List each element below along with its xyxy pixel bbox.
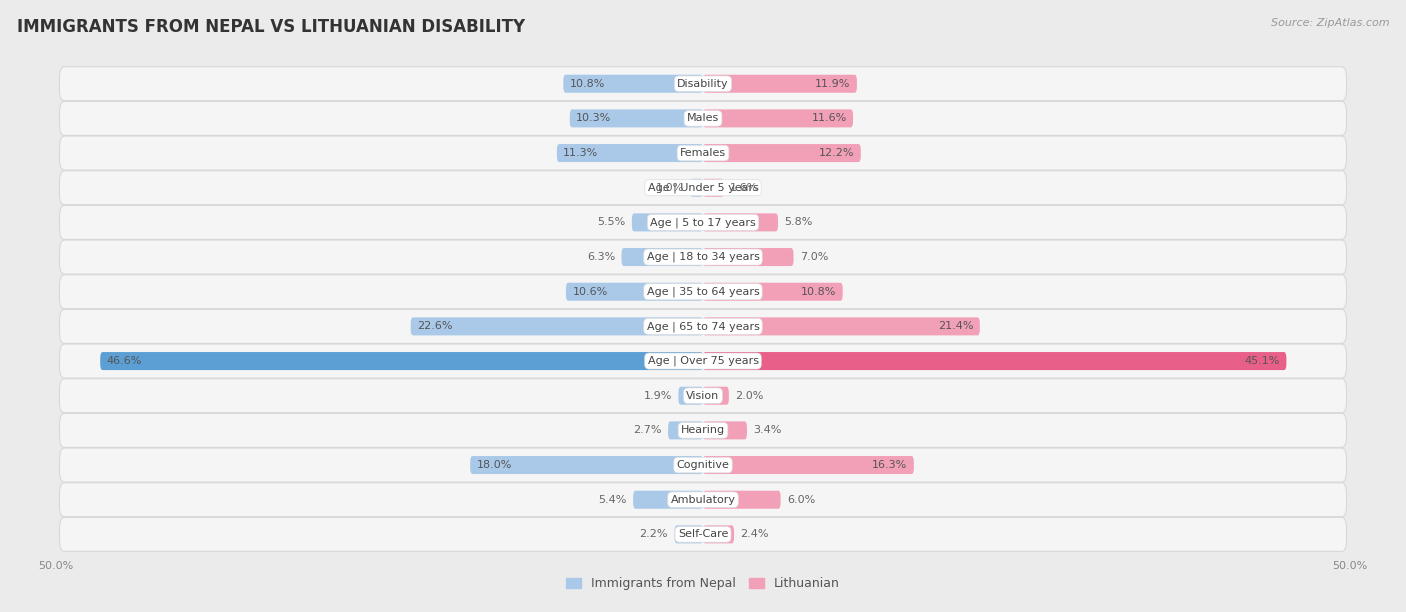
FancyBboxPatch shape <box>59 379 1347 412</box>
Text: 6.3%: 6.3% <box>586 252 614 262</box>
FancyBboxPatch shape <box>703 214 778 231</box>
Text: Hearing: Hearing <box>681 425 725 435</box>
FancyBboxPatch shape <box>59 136 1347 170</box>
FancyBboxPatch shape <box>557 144 703 162</box>
Text: 5.8%: 5.8% <box>785 217 813 228</box>
Text: 18.0%: 18.0% <box>477 460 512 470</box>
Text: 12.2%: 12.2% <box>818 148 855 158</box>
Text: 21.4%: 21.4% <box>938 321 973 331</box>
FancyBboxPatch shape <box>690 179 703 196</box>
Legend: Immigrants from Nepal, Lithuanian: Immigrants from Nepal, Lithuanian <box>561 572 845 595</box>
FancyBboxPatch shape <box>100 352 703 370</box>
FancyBboxPatch shape <box>411 318 703 335</box>
FancyBboxPatch shape <box>59 275 1347 308</box>
Text: Source: ZipAtlas.com: Source: ZipAtlas.com <box>1271 18 1389 28</box>
Text: Age | Over 75 years: Age | Over 75 years <box>648 356 758 367</box>
FancyBboxPatch shape <box>703 283 842 300</box>
Text: 1.6%: 1.6% <box>730 183 758 193</box>
Text: 11.6%: 11.6% <box>811 113 846 124</box>
FancyBboxPatch shape <box>679 387 703 405</box>
FancyBboxPatch shape <box>59 483 1347 517</box>
Text: Vision: Vision <box>686 390 720 401</box>
FancyBboxPatch shape <box>703 387 728 405</box>
Text: Disability: Disability <box>678 79 728 89</box>
FancyBboxPatch shape <box>633 491 703 509</box>
Text: 11.3%: 11.3% <box>564 148 599 158</box>
Text: Age | Under 5 years: Age | Under 5 years <box>648 182 758 193</box>
Text: 3.4%: 3.4% <box>754 425 782 435</box>
FancyBboxPatch shape <box>59 413 1347 447</box>
FancyBboxPatch shape <box>703 352 1286 370</box>
Text: 2.0%: 2.0% <box>735 390 763 401</box>
Text: Males: Males <box>688 113 718 124</box>
FancyBboxPatch shape <box>59 171 1347 205</box>
FancyBboxPatch shape <box>703 525 734 543</box>
FancyBboxPatch shape <box>59 344 1347 378</box>
FancyBboxPatch shape <box>59 240 1347 274</box>
FancyBboxPatch shape <box>703 318 980 335</box>
Text: 6.0%: 6.0% <box>787 494 815 505</box>
Text: IMMIGRANTS FROM NEPAL VS LITHUANIAN DISABILITY: IMMIGRANTS FROM NEPAL VS LITHUANIAN DISA… <box>17 18 524 36</box>
FancyBboxPatch shape <box>703 144 860 162</box>
FancyBboxPatch shape <box>703 456 914 474</box>
Text: 1.0%: 1.0% <box>655 183 683 193</box>
Text: 5.5%: 5.5% <box>598 217 626 228</box>
FancyBboxPatch shape <box>703 179 724 196</box>
FancyBboxPatch shape <box>703 248 793 266</box>
FancyBboxPatch shape <box>59 448 1347 482</box>
Text: Ambulatory: Ambulatory <box>671 494 735 505</box>
Text: Age | 18 to 34 years: Age | 18 to 34 years <box>647 252 759 263</box>
FancyBboxPatch shape <box>621 248 703 266</box>
FancyBboxPatch shape <box>703 422 747 439</box>
Text: 2.2%: 2.2% <box>640 529 668 539</box>
FancyBboxPatch shape <box>470 456 703 474</box>
Text: 10.8%: 10.8% <box>569 79 605 89</box>
FancyBboxPatch shape <box>565 283 703 300</box>
FancyBboxPatch shape <box>703 110 853 127</box>
Text: Self-Care: Self-Care <box>678 529 728 539</box>
Text: 5.4%: 5.4% <box>599 494 627 505</box>
FancyBboxPatch shape <box>59 67 1347 101</box>
FancyBboxPatch shape <box>59 517 1347 551</box>
Text: 10.3%: 10.3% <box>576 113 612 124</box>
FancyBboxPatch shape <box>703 75 856 93</box>
FancyBboxPatch shape <box>59 102 1347 135</box>
FancyBboxPatch shape <box>703 491 780 509</box>
Text: Cognitive: Cognitive <box>676 460 730 470</box>
Text: Females: Females <box>681 148 725 158</box>
FancyBboxPatch shape <box>569 110 703 127</box>
Text: 2.7%: 2.7% <box>633 425 662 435</box>
Text: 2.4%: 2.4% <box>741 529 769 539</box>
Text: Age | 5 to 17 years: Age | 5 to 17 years <box>650 217 756 228</box>
Text: 11.9%: 11.9% <box>815 79 851 89</box>
Text: 10.8%: 10.8% <box>801 287 837 297</box>
FancyBboxPatch shape <box>675 525 703 543</box>
Text: 7.0%: 7.0% <box>800 252 828 262</box>
Text: 16.3%: 16.3% <box>872 460 907 470</box>
Text: 46.6%: 46.6% <box>107 356 142 366</box>
FancyBboxPatch shape <box>59 310 1347 343</box>
FancyBboxPatch shape <box>668 422 703 439</box>
Text: 10.6%: 10.6% <box>572 287 607 297</box>
FancyBboxPatch shape <box>631 214 703 231</box>
Text: 45.1%: 45.1% <box>1244 356 1279 366</box>
FancyBboxPatch shape <box>59 206 1347 239</box>
Text: 22.6%: 22.6% <box>418 321 453 331</box>
FancyBboxPatch shape <box>564 75 703 93</box>
Text: Age | 65 to 74 years: Age | 65 to 74 years <box>647 321 759 332</box>
Text: 1.9%: 1.9% <box>644 390 672 401</box>
Text: Age | 35 to 64 years: Age | 35 to 64 years <box>647 286 759 297</box>
